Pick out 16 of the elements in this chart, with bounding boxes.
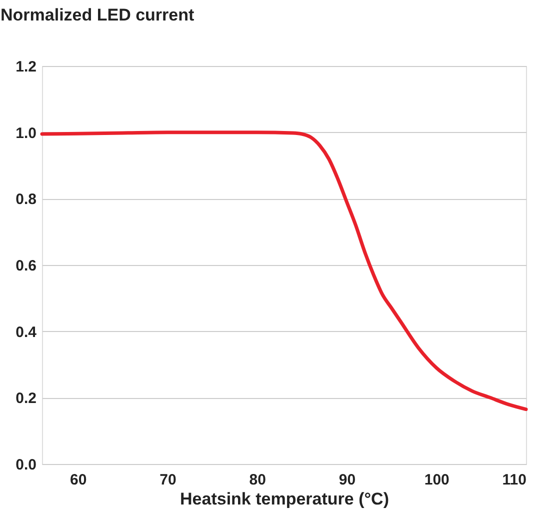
y-tick-label: 0.0 [16, 456, 36, 474]
y-tick-label: 0.6 [16, 258, 36, 274]
x-tick-label: 90 [338, 472, 356, 488]
y-axis-title: Normalized LED current [0, 6, 194, 24]
x-tick-label: 70 [160, 472, 176, 488]
x-tick-label: 100 [424, 472, 450, 488]
line-series [40, 130, 528, 412]
x-tick-label: 60 [70, 472, 87, 488]
y-tick-label: 1.0 [16, 124, 36, 142]
y-tick-label: 0.4 [16, 324, 38, 341]
x-tick-label: 80 [249, 472, 266, 488]
y-tick-label: 1.2 [16, 58, 36, 76]
x-axis-title: Heatsink temperature (°C) [180, 490, 389, 508]
x-tick-label: 110 [502, 472, 526, 488]
y-tick-label: 0.8 [16, 191, 36, 208]
y-tick-label: 0.2 [16, 390, 36, 408]
